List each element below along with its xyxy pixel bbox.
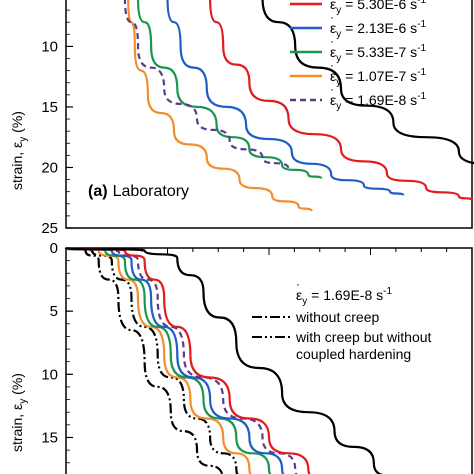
y-tick-label: 15 bbox=[41, 99, 58, 116]
series-line bbox=[64, 246, 298, 474]
series-line bbox=[136, 0, 323, 179]
rate-dot-icon: · bbox=[296, 277, 300, 291]
legend-entry: εy = 5.30E-6 s-1 bbox=[330, 0, 426, 16]
y-tick-label: 10 bbox=[41, 38, 58, 55]
series-line bbox=[64, 247, 239, 474]
panel-a-y-ticks: 10 15 20 25 bbox=[41, 9, 73, 237]
series-line bbox=[64, 246, 311, 474]
panel-a-ylabel: strain, εy (%) bbox=[9, 111, 29, 190]
panel-b-rate-annotation: εy = 1.69E-8 s-1 bbox=[296, 286, 392, 307]
legend-entry: εy = 1.69E-8 s-1 bbox=[330, 91, 426, 112]
series-line bbox=[64, 246, 384, 474]
panel-a-legend: εy = 5.30E-6 s-1·εy = 2.13E-6 s-1·εy = 5… bbox=[290, 0, 426, 112]
series-line bbox=[166, 0, 405, 196]
panel-a-lines bbox=[123, 0, 474, 212]
y-tick-label: 10 bbox=[41, 366, 58, 383]
legend-label-with-creep-line1: with creep but without bbox=[295, 329, 432, 345]
y-tick-label: 20 bbox=[41, 159, 58, 176]
legend-entry: εy = 5.33E-7 s-1 bbox=[330, 43, 426, 64]
panel-b-ylabel: strain, εy (%) bbox=[9, 373, 29, 452]
legend-entry: εy = 2.13E-6 s-1 bbox=[330, 19, 426, 40]
legend-label-with-creep-line2: coupled hardening bbox=[296, 346, 411, 362]
panel-a-frame bbox=[65, 0, 473, 229]
panel-a-label: (a) Laboratory bbox=[88, 183, 189, 200]
series-line bbox=[64, 246, 272, 474]
series-line bbox=[127, 0, 313, 212]
panel-b: 0 5 10 15 strain, εy (%) εy = 1.69E-8 s-1 ·… bbox=[9, 240, 473, 474]
series-line bbox=[123, 0, 290, 169]
series-line bbox=[261, 0, 474, 165]
series-line bbox=[64, 246, 285, 474]
rate-dot-icon: · bbox=[330, 82, 334, 96]
y-tick-label: 0 bbox=[50, 240, 58, 257]
series-line bbox=[209, 0, 474, 201]
panel-a: 10 15 20 25 strain, εy (%) (a) Laboratory εy… bbox=[9, 0, 474, 237]
panel-b-legend: εy = 1.69E-8 s-1 · without creep with cr… bbox=[252, 277, 432, 362]
legend-label-without-creep: without creep bbox=[295, 309, 379, 325]
y-tick-label: 25 bbox=[41, 220, 58, 237]
y-tick-label: 5 bbox=[50, 303, 58, 320]
rate-dot-icon: · bbox=[330, 34, 334, 48]
rate-dot-icon: · bbox=[330, 58, 334, 72]
series-line bbox=[64, 246, 252, 474]
y-tick-label: 15 bbox=[41, 429, 58, 446]
rate-dot-icon: · bbox=[330, 10, 334, 24]
legend-entry: εy = 1.07E-7 s-1 bbox=[330, 67, 426, 88]
series-line bbox=[64, 247, 224, 474]
panel-b-lines bbox=[64, 246, 384, 474]
